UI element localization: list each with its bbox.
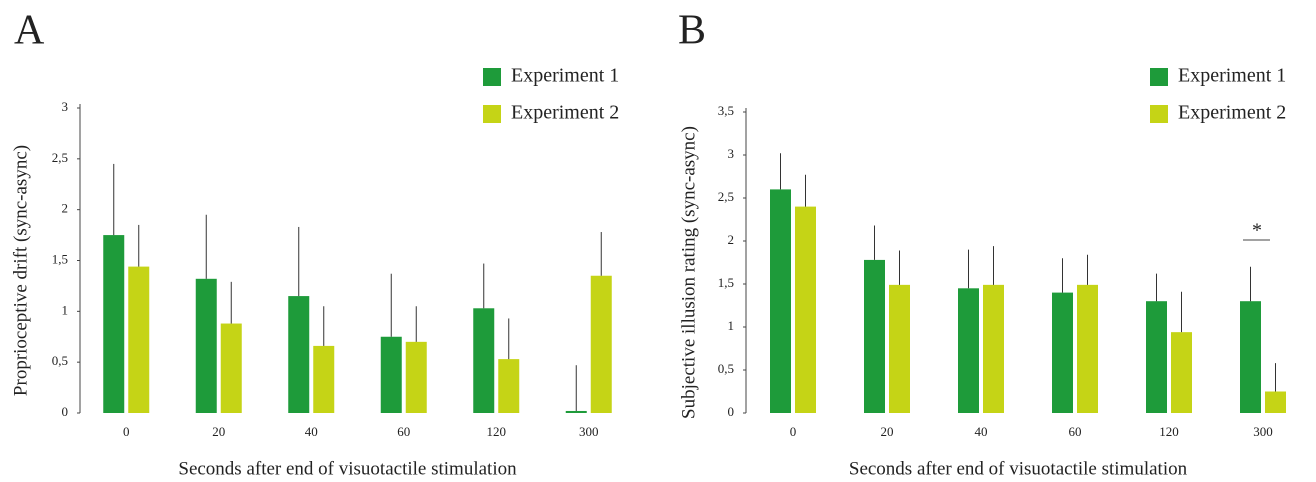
bar xyxy=(864,259,885,413)
bar xyxy=(405,341,427,413)
legend-label: Experiment 2 xyxy=(511,102,619,124)
x-tick-label: 120 xyxy=(1159,424,1179,439)
bar xyxy=(1146,301,1167,413)
x-tick-label: 0 xyxy=(123,424,130,439)
bar xyxy=(770,189,791,413)
bar xyxy=(795,206,816,413)
annotation: * xyxy=(1252,220,1262,242)
bar xyxy=(313,345,335,413)
x-tick-label: 120 xyxy=(487,424,507,439)
legend-swatch xyxy=(1150,68,1168,86)
x-tick-label: 40 xyxy=(975,424,988,439)
bar xyxy=(1052,292,1073,413)
bar xyxy=(473,308,495,413)
y-tick-label: 1,5 xyxy=(52,251,68,266)
x-tick-label: 0 xyxy=(790,424,797,439)
x-axis-label: Seconds after end of visuotactile stimul… xyxy=(178,458,517,479)
x-tick-label: 20 xyxy=(212,424,225,439)
y-tick-label: 0 xyxy=(62,404,69,419)
bar xyxy=(590,275,612,413)
y-tick-label: 2 xyxy=(728,232,735,247)
panel-label: B xyxy=(678,8,706,54)
bar xyxy=(1240,301,1261,413)
legend-label: Experiment 1 xyxy=(1178,65,1286,87)
legend-label: Experiment 2 xyxy=(1178,102,1286,124)
bar xyxy=(195,278,217,413)
legend-label: Experiment 1 xyxy=(511,65,619,87)
bar xyxy=(889,284,910,413)
legend-swatch xyxy=(483,68,501,86)
bar xyxy=(958,288,979,413)
y-tick-label: 2,5 xyxy=(52,150,68,165)
y-tick-label: 2 xyxy=(62,201,69,216)
bar xyxy=(128,266,150,413)
bar xyxy=(1171,332,1192,413)
bar xyxy=(565,410,587,413)
y-tick-label: 3 xyxy=(62,99,69,114)
y-tick-label: 2,5 xyxy=(718,189,734,204)
bar xyxy=(288,296,310,413)
y-tick-label: 1 xyxy=(728,318,735,333)
bar xyxy=(103,235,125,413)
y-tick-label: 0,5 xyxy=(52,353,68,368)
x-axis-label: Seconds after end of visuotactile stimul… xyxy=(849,458,1188,479)
bar xyxy=(498,359,520,413)
bar xyxy=(983,284,1004,413)
x-tick-label: 300 xyxy=(579,424,599,439)
x-tick-label: 300 xyxy=(1253,424,1273,439)
x-tick-label: 40 xyxy=(305,424,318,439)
legend-swatch xyxy=(1150,105,1168,123)
bar xyxy=(380,336,402,413)
x-tick-label: 20 xyxy=(881,424,894,439)
y-tick-label: 0 xyxy=(728,404,735,419)
bar xyxy=(220,323,242,413)
bar xyxy=(1077,284,1098,413)
y-tick-label: 0,5 xyxy=(718,361,734,376)
legend-swatch xyxy=(483,105,501,123)
x-tick-label: 60 xyxy=(1069,424,1082,439)
y-axis-label: Proprioceptive drift (sync-async) xyxy=(10,145,31,396)
panel-label: A xyxy=(14,8,45,54)
bar xyxy=(1265,391,1286,413)
y-axis-label: Subjective illusion rating (sync-async) xyxy=(678,126,699,419)
y-tick-label: 1,5 xyxy=(718,275,734,290)
y-tick-label: 3 xyxy=(728,146,735,161)
y-tick-label: 3,5 xyxy=(718,103,734,118)
y-tick-label: 1 xyxy=(62,302,69,317)
x-tick-label: 60 xyxy=(397,424,410,439)
